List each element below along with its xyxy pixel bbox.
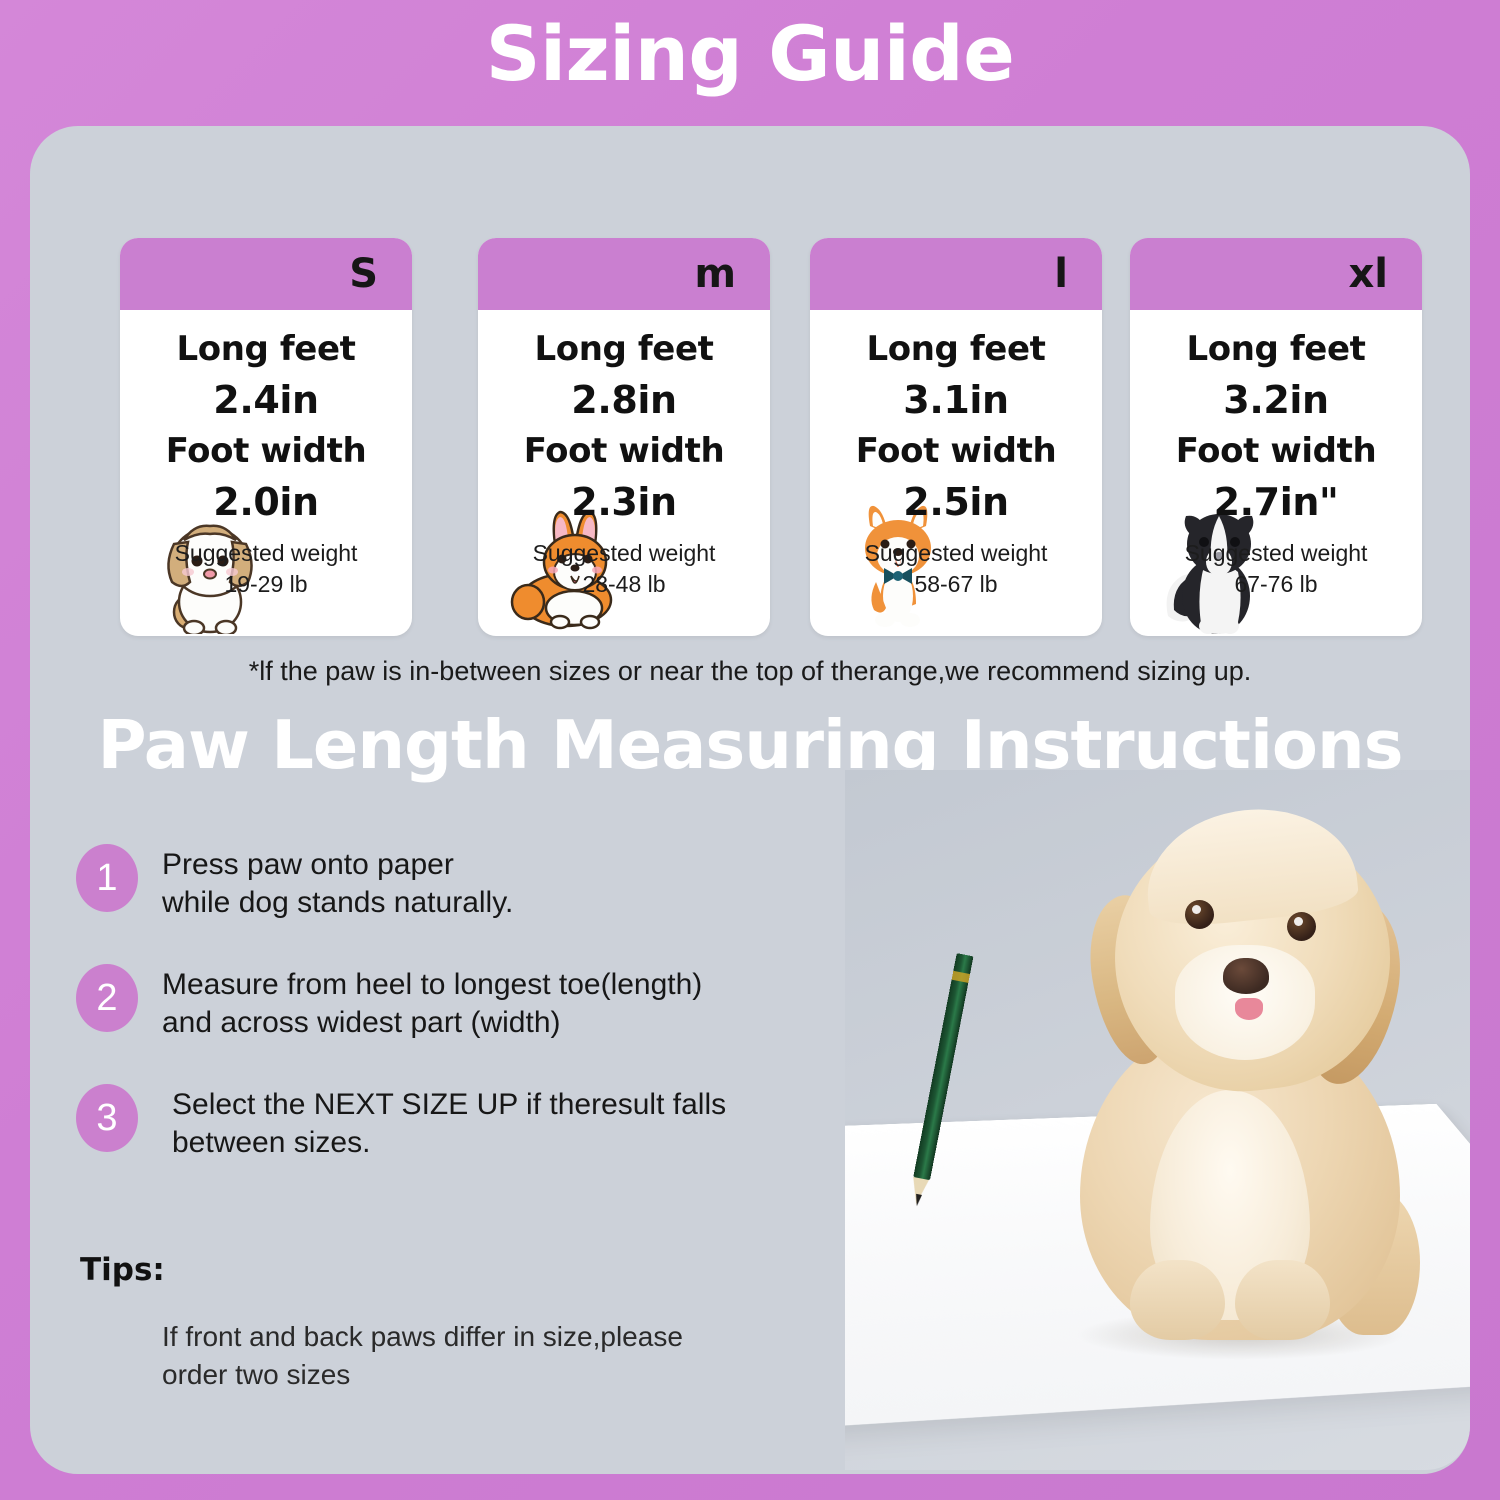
shih-tzu-puppy-icon [150, 504, 270, 637]
puppy-eye-glint-right [1294, 917, 1303, 926]
weight-label: Suggested weight [864, 540, 1048, 566]
width-label: Foot width [165, 431, 367, 471]
puppy-on-paper-photo [845, 770, 1470, 1470]
corgi-lying-icon [508, 504, 628, 634]
length-label: Long feet [1186, 329, 1366, 369]
size-letter: m [694, 251, 736, 297]
weight-label: Suggested weight [174, 540, 358, 566]
weight-range: 28-48 lb [582, 571, 666, 597]
puppy-illustration [1035, 790, 1465, 1390]
width-value: 2.3in [571, 480, 677, 524]
size-cards-row: S L [120, 238, 1430, 638]
size-card-body: Long feet 3.1in Foot width 2.5in Suggest… [810, 310, 1102, 636]
step-number-badge: 3 [76, 1084, 138, 1152]
size-card-body: Long feet 3.2in Foot width 2.7in" Sugges… [1130, 310, 1422, 636]
size-card-header: m [478, 238, 770, 310]
size-letter: xl [1348, 251, 1388, 297]
width-label: Foot width [855, 431, 1057, 471]
step-number-badge: 1 [76, 844, 138, 912]
step-text: Press paw onto paper while dog stands na… [162, 848, 514, 919]
page-title: Sizing Guide [485, 9, 1015, 98]
size-card-l[interactable]: l [810, 238, 1102, 636]
step-item: 1 Press paw onto paper while dog stands … [76, 838, 816, 948]
width-value: 2.5in [903, 480, 1009, 524]
length-label: Long feet [534, 329, 714, 369]
step-item: 2 Measure from heel to longest toe(lengt… [76, 958, 816, 1068]
length-value: 2.8in [571, 378, 677, 422]
puppy-eye-left [1185, 900, 1214, 929]
weight-range: 19-29 lb [224, 571, 308, 597]
puppy-eye-right [1287, 912, 1316, 941]
length-value: 3.1in [903, 378, 1009, 422]
puppy-eye-glint-left [1192, 905, 1201, 914]
puppy-front-paw-right [1235, 1260, 1330, 1340]
size-card-body: Long feet 2.4in Foot width 2.0in Suggest… [120, 310, 412, 636]
size-card-header: xl [1130, 238, 1422, 310]
size-card-header: S [120, 238, 412, 310]
weight-label: Suggested weight [1184, 540, 1368, 566]
length-label: Long feet [176, 329, 356, 369]
width-label: Foot width [523, 431, 725, 471]
weight-range: 67-76 lb [1234, 571, 1318, 597]
size-card-xl[interactable]: xl [1130, 238, 1422, 636]
puppy-nose [1223, 958, 1269, 994]
width-value: 2.7in" [1213, 480, 1339, 524]
step-text: Select the NEXT SIZE UP if theresult fal… [172, 1088, 727, 1159]
width-label: Foot width [1175, 431, 1377, 471]
sizing-note: *lf the paw is in-between sizes or near … [248, 656, 1252, 686]
weight-range: 58-67 lb [914, 571, 998, 597]
length-value: 2.4in [213, 378, 319, 422]
size-card-header: l [810, 238, 1102, 310]
size-letter: S [349, 251, 378, 297]
tips-title: Tips: [80, 1252, 165, 1288]
width-value: 2.0in [213, 480, 319, 524]
step-number-badge: 2 [76, 964, 138, 1032]
puppy-tongue [1235, 998, 1263, 1020]
tips-section: Tips: If front and back paws differ in s… [80, 1248, 800, 1394]
corgi-bowtie-icon [840, 504, 960, 634]
step-item: 3 Select the NEXT SIZE UP if theresult f… [76, 1078, 816, 1188]
puppy-front-paw-left [1130, 1260, 1225, 1340]
size-card-s[interactable]: S L [120, 238, 412, 637]
tips-body: If front and back paws differ in size,pl… [162, 1321, 683, 1390]
size-card-m[interactable]: m [478, 238, 770, 636]
weight-label: Suggested weight [532, 540, 716, 566]
measuring-steps: 1 Press paw onto paper while dog stands … [76, 838, 816, 1188]
size-letter: l [1054, 251, 1068, 297]
step-text: Measure from heel to longest toe(length)… [162, 968, 703, 1039]
length-value: 3.2in [1223, 378, 1329, 422]
length-label: Long feet [866, 329, 1046, 369]
border-collie-icon [1160, 504, 1280, 634]
size-card-body: Long feet 2.8in Foot width 2.3in Suggest… [478, 310, 770, 636]
